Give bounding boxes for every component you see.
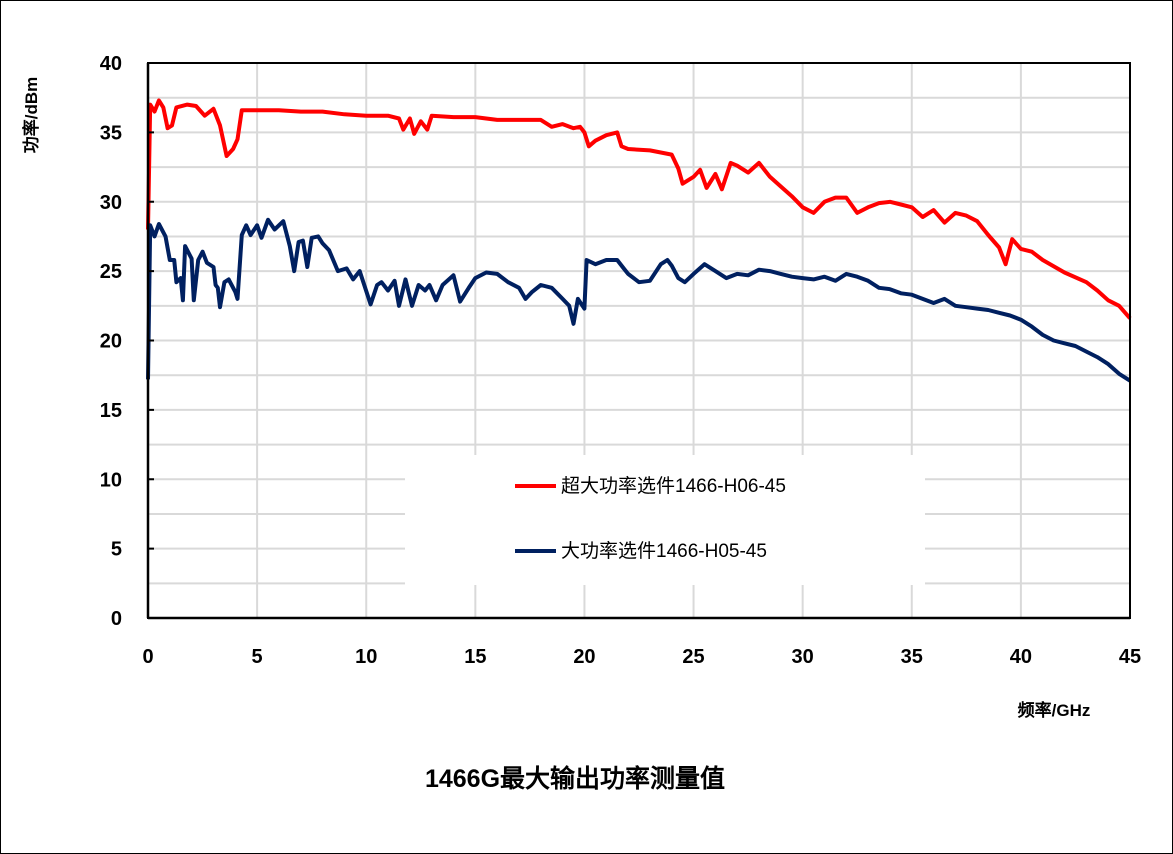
x-tick-label: 5 — [252, 646, 263, 668]
legend: 超大功率选件1466-H06-45 大功率选件1466-H05-45 — [405, 455, 925, 585]
x-tick-label: 45 — [1119, 646, 1141, 668]
y-tick-label: 15 — [100, 400, 122, 422]
y-tick-label: 5 — [111, 539, 122, 561]
x-tick-label: 40 — [1010, 646, 1032, 668]
y-tick-label: 35 — [100, 122, 122, 144]
x-tick-label: 0 — [142, 646, 153, 668]
x-tick-label: 20 — [573, 646, 595, 668]
legend-label: 超大功率选件1466-H06-45 — [561, 475, 786, 497]
x-tick-label: 10 — [355, 646, 377, 668]
y-tick-label: 0 — [111, 608, 122, 630]
axes — [146, 62, 1131, 620]
series-line-1 — [146, 217, 1132, 383]
y-tick-label: 20 — [100, 331, 122, 353]
x-axis-label: 频率/GHz — [1018, 700, 1091, 720]
tick-labels: 0 5 10 15 20 25 30 35 40 0 5 10 15 20 25 30 35 40 45 — [100, 53, 1141, 668]
x-tick-label: 25 — [682, 646, 704, 668]
chart-title: 1466G最大输出功率测量值 — [425, 764, 725, 793]
legend-box — [405, 455, 925, 585]
legend-label: 大功率选件1466-H05-45 — [561, 540, 767, 562]
series-group — [146, 98, 1132, 383]
y-tick-label: 40 — [100, 53, 122, 75]
x-tick-label: 35 — [901, 646, 923, 668]
x-tick-label: 30 — [792, 646, 814, 668]
y-axis-label: 功率/dBm — [21, 77, 41, 154]
y-tick-label: 30 — [100, 192, 122, 214]
series-line-0 — [146, 98, 1132, 320]
x-tick-label: 15 — [464, 646, 486, 668]
y-tick-label: 25 — [100, 261, 122, 283]
y-tick-label: 10 — [100, 469, 122, 491]
